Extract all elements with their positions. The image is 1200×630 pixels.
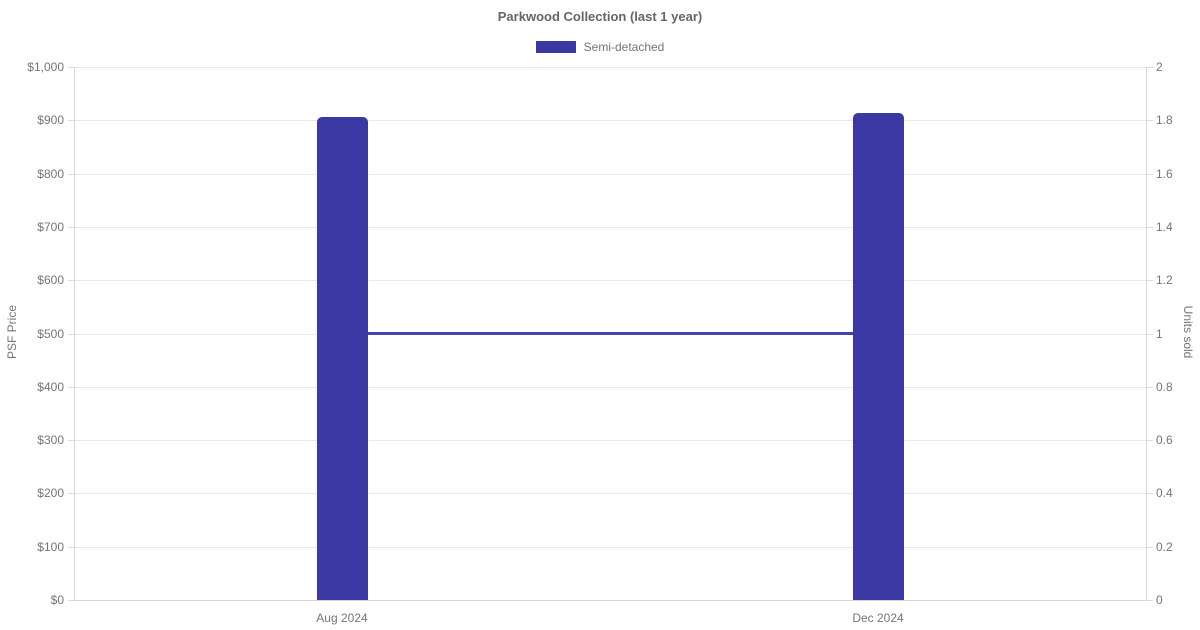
left-tick-label: $300	[37, 433, 64, 447]
right-tick-mark	[1147, 600, 1153, 601]
left-tick-mark	[68, 174, 74, 175]
left-tick-mark	[68, 547, 74, 548]
right-tick-mark	[1147, 440, 1153, 441]
bar-aug-2024	[317, 117, 368, 600]
y-gridline	[74, 547, 1146, 548]
x-axis-label-dec-2024: Dec 2024	[852, 611, 904, 625]
right-tick-mark	[1147, 387, 1153, 388]
legend-swatch-semi-detached	[535, 41, 576, 53]
left-tick-mark	[68, 334, 74, 335]
right-tick-mark	[1147, 547, 1153, 548]
left-tick-label: $200	[37, 486, 64, 500]
y-gridline	[74, 440, 1146, 441]
right-tick-label: 1.4	[1156, 220, 1173, 234]
left-tick-mark	[68, 120, 74, 121]
y-gridline	[74, 174, 1146, 175]
y-gridline	[74, 120, 1146, 121]
right-tick-mark	[1147, 334, 1153, 335]
chart-title: Parkwood Collection (last 1 year)	[497, 9, 703, 24]
left-tick-label: $1,000	[27, 60, 64, 74]
left-tick-mark	[68, 67, 74, 68]
right-tick-label: 0	[1156, 593, 1163, 607]
y-gridline	[74, 493, 1146, 494]
right-tick-mark	[1147, 280, 1153, 281]
right-axis-line	[1146, 67, 1147, 600]
left-tick-label: $600	[37, 273, 64, 287]
legend: Semi-detached	[0, 40, 1200, 54]
left-tick-label: $100	[37, 540, 64, 554]
right-tick-mark	[1147, 227, 1153, 228]
right-tick-label: 1	[1156, 327, 1163, 341]
right-tick-label: 1.2	[1156, 273, 1173, 287]
left-tick-label: $700	[37, 220, 64, 234]
right-tick-label: 2	[1156, 60, 1163, 74]
right-tick-mark	[1147, 493, 1153, 494]
left-tick-label: $900	[37, 113, 64, 127]
left-tick-label: $0	[50, 593, 64, 607]
left-tick-label: $400	[37, 380, 64, 394]
left-tick-mark	[68, 387, 74, 388]
right-tick-label: 0.6	[1156, 433, 1173, 447]
right-tick-mark	[1147, 174, 1153, 175]
y-gridline	[74, 280, 1146, 281]
right-tick-label: 0.2	[1156, 540, 1173, 554]
y-gridline	[74, 387, 1146, 388]
right-tick-label: 0.4	[1156, 486, 1173, 500]
y-gridline	[74, 227, 1146, 228]
right-tick-mark	[1147, 67, 1153, 68]
y-gridline	[74, 67, 1146, 68]
legend-label-semi-detached: Semi-detached	[583, 40, 665, 54]
left-axis-line	[74, 67, 75, 600]
right-tick-mark	[1147, 120, 1153, 121]
left-tick-label: $500	[37, 327, 64, 341]
left-tick-label: $800	[37, 167, 64, 181]
left-tick-mark	[68, 227, 74, 228]
bar-dec-2024	[853, 113, 904, 600]
bottom-axis-line	[74, 600, 1147, 601]
left-tick-mark	[68, 493, 74, 494]
right-tick-label: 0.8	[1156, 380, 1173, 394]
left-tick-mark	[68, 600, 74, 601]
x-axis-label-aug-2024: Aug 2024	[316, 611, 368, 625]
left-tick-mark	[68, 440, 74, 441]
left-tick-mark	[68, 280, 74, 281]
right-tick-label: 1.8	[1156, 113, 1173, 127]
right-tick-label: 1.6	[1156, 167, 1173, 181]
